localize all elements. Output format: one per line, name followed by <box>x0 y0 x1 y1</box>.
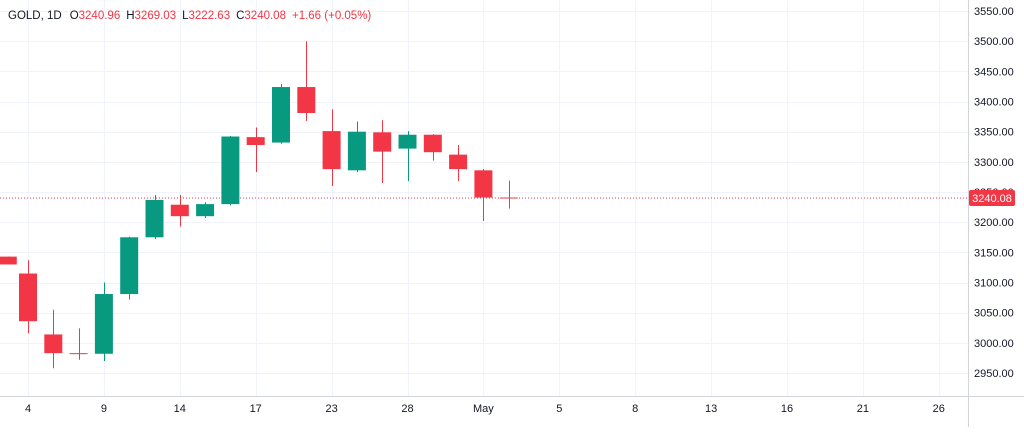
time-tick-label: 16 <box>781 403 793 415</box>
change-value: +1.66 (+0.05%) <box>291 10 372 22</box>
candle-body <box>221 136 240 205</box>
candle-body <box>398 134 417 149</box>
candle-body <box>69 353 88 355</box>
time-tick-label: 21 <box>857 403 869 415</box>
price-tick-label: 3050.00 <box>974 308 1014 320</box>
high-value: 3269.03 <box>134 10 177 22</box>
open-value: 3240.96 <box>78 10 121 22</box>
last-price-badge <box>969 190 1015 207</box>
low-value: 3222.63 <box>188 10 231 22</box>
candle-body <box>272 87 290 143</box>
symbol-label: GOLD, 1D <box>8 10 62 22</box>
candle-body <box>170 204 189 217</box>
candle-body <box>499 197 518 199</box>
price-tick-label: 3100.00 <box>974 278 1014 290</box>
price-tick-label: 3150.00 <box>974 247 1014 259</box>
price-tick-label: 3200.00 <box>974 217 1014 229</box>
time-tick-label: 13 <box>705 403 717 415</box>
price-tick-label: 3550.00 <box>974 6 1014 18</box>
candle-body <box>94 294 113 354</box>
candle-body <box>423 134 442 153</box>
candle-body <box>373 132 392 152</box>
candle-body <box>44 334 63 354</box>
candle-body <box>0 256 17 265</box>
time-tick-label: 9 <box>101 403 107 415</box>
high-label: H <box>126 10 135 22</box>
candle-body <box>246 137 265 145</box>
low-label: L <box>182 10 189 22</box>
price-tick-label: 3350.00 <box>974 127 1014 139</box>
price-tick-label: 3400.00 <box>974 97 1014 109</box>
time-tick-label: 5 <box>556 403 562 415</box>
price-tick-label: 3300.00 <box>974 157 1014 169</box>
open-label: O <box>69 10 79 22</box>
candle-body <box>196 204 215 217</box>
candle-body <box>120 237 139 295</box>
close-value: 3240.08 <box>244 10 286 22</box>
candle-body <box>145 199 164 238</box>
candle-body <box>19 273 37 322</box>
candle-body <box>347 131 366 171</box>
price-tick-label: 2950.00 <box>974 368 1014 380</box>
candle-body <box>474 170 493 198</box>
time-tick-label: 14 <box>174 403 186 415</box>
time-tick-label: 4 <box>25 403 31 415</box>
time-tick-label: 8 <box>632 403 638 415</box>
candle-body <box>449 154 468 170</box>
ohlc-legend: GOLD, 1D O 3240.96 H 3269.03 L 3222.63 C 324… <box>8 10 371 22</box>
time-tick-label: 23 <box>325 403 337 415</box>
candle-body <box>322 131 341 170</box>
time-tick-label: 28 <box>401 403 413 415</box>
time-tick-label: 17 <box>250 403 262 415</box>
last-price-label: 3240.08 <box>972 193 1012 205</box>
close-label: C <box>236 10 245 22</box>
candle-body <box>297 87 316 113</box>
time-tick-label: 26 <box>933 403 945 415</box>
price-tick-label: 3450.00 <box>974 66 1014 78</box>
price-tick-label: 3500.00 <box>974 36 1014 48</box>
price-tick-label: 3000.00 <box>974 338 1014 350</box>
time-tick-label: May <box>473 403 494 415</box>
